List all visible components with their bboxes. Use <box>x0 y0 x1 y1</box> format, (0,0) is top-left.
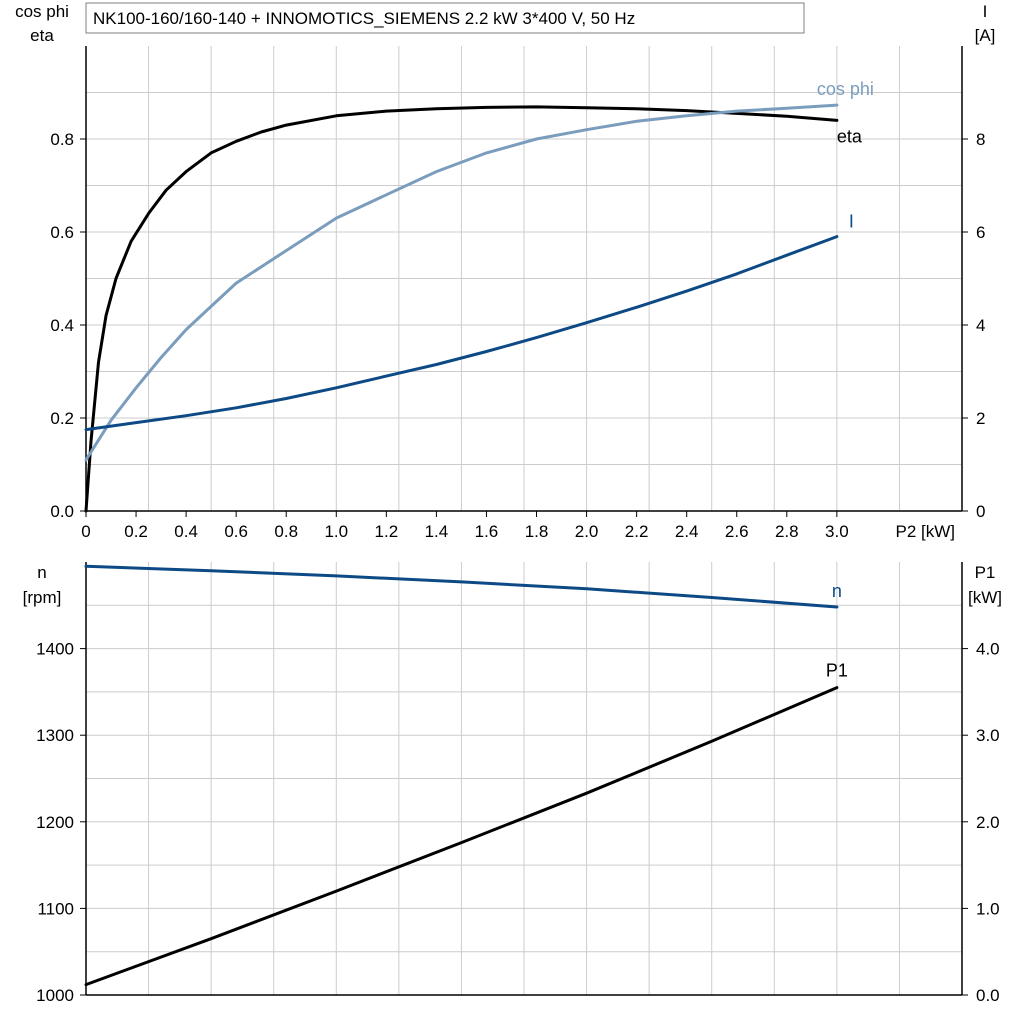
y-right-tick-label: 4.0 <box>976 640 1000 659</box>
y-right-axis-title: P1 <box>975 563 996 582</box>
y-right-tick-label: 8 <box>976 130 985 149</box>
y-left-tick-label: 1100 <box>37 899 74 918</box>
x-tick-label: 0.8 <box>274 522 298 541</box>
speed-power-chart: 1000 1100 1200 1300 1400 0.0 1.0 2.0 3.0 4.0 n [rpm… <box>23 562 1002 1005</box>
series-label-eta: eta <box>837 126 863 146</box>
y-right-axis-title: [kW] <box>968 588 1002 607</box>
x-tick-label: 0.2 <box>124 522 148 541</box>
y-right-tick-label: 6 <box>976 223 985 242</box>
x-tick-label: 2.2 <box>625 522 649 541</box>
y-left-axis-title: cos phi <box>15 2 69 21</box>
y-left-tick-label: 0.4 <box>50 316 74 335</box>
x-tick-label: 1.0 <box>324 522 348 541</box>
x-tick-label: 2.0 <box>575 522 599 541</box>
y-left-axis-title: n <box>37 563 46 582</box>
chart-title-box: NK100-160/160-140 + INNOMOTICS_SIEMENS 2… <box>85 2 805 34</box>
x-tick-label: 0.6 <box>224 522 248 541</box>
y-left-tick-label: 1200 <box>36 813 74 832</box>
series-line-eta <box>84 105 839 513</box>
x-tick-label: 0 <box>81 522 90 541</box>
y-right-tick-label: 0.0 <box>976 986 1000 1005</box>
y-right-tick-label: 1.0 <box>976 899 1000 918</box>
series-line-cos-phi <box>84 103 839 462</box>
y-right-axis-title: [A] <box>975 26 996 45</box>
series-label-i: I <box>849 212 854 232</box>
x-tick-label: 1.2 <box>375 522 399 541</box>
efficiency-current-chart: 0.0 0.2 0.4 0.6 0.8 0 2 4 6 8 0 0.2 0.4 0.6 0.8 1.0 1.2 1… <box>15 2 995 541</box>
y-left-tick-label: 0.6 <box>50 223 74 242</box>
series-label-n: n <box>832 581 842 601</box>
y-left-tick-label: 1000 <box>36 986 74 1005</box>
series-line-p1 <box>84 686 839 987</box>
x-tick-label: 3.0 <box>825 522 849 541</box>
x-tick-label: 2.4 <box>675 522 699 541</box>
y-right-axis-title: I <box>983 2 988 21</box>
x-tick-label: 0.4 <box>174 522 198 541</box>
y-left-tick-label: 0.2 <box>50 409 74 428</box>
y-left-tick-label: 1400 <box>36 640 74 659</box>
y-left-tick-label: 0.0 <box>50 502 74 521</box>
y-right-tick-label: 0 <box>976 502 985 521</box>
y-right-tick-label: 4 <box>976 316 985 335</box>
y-left-tick-label: 1300 <box>36 726 74 745</box>
y-left-axis-title: eta <box>30 26 54 45</box>
series-line-n <box>84 564 839 609</box>
y-right-tick-label: 2.0 <box>976 813 1000 832</box>
series-line-i <box>84 235 839 432</box>
x-tick-label: 1.4 <box>425 522 449 541</box>
y-left-tick-label: 0.8 <box>50 130 74 149</box>
series-label-p1: P1 <box>826 661 848 681</box>
x-axis-title: P2 [kW] <box>895 522 955 541</box>
x-tick-label: 1.8 <box>525 522 549 541</box>
x-tick-label: 1.6 <box>475 522 499 541</box>
chart-title: NK100-160/160-140 + INNOMOTICS_SIEMENS 2… <box>93 9 635 28</box>
x-tick-label: 2.8 <box>775 522 799 541</box>
y-right-tick-label: 3.0 <box>976 726 1000 745</box>
y-right-tick-label: 2 <box>976 409 985 428</box>
series-label-cos-phi: cos phi <box>817 79 874 99</box>
x-tick-label: 2.6 <box>725 522 749 541</box>
y-left-axis-title: [rpm] <box>23 588 62 607</box>
